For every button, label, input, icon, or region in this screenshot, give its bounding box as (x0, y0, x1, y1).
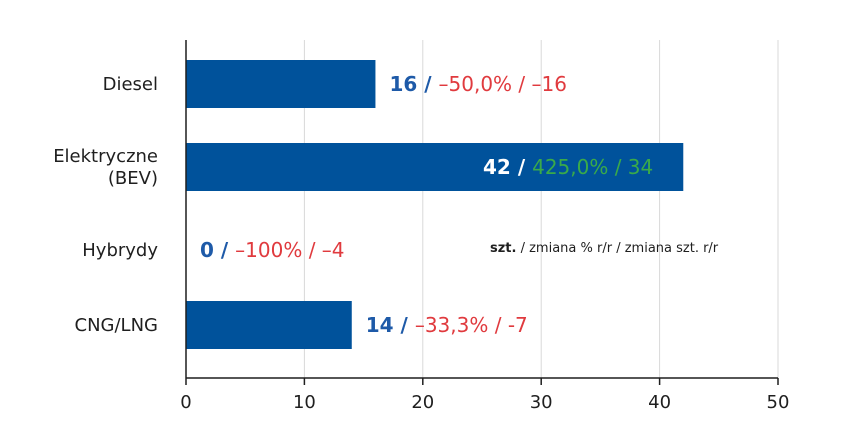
x-tick-labels: 0 10 20 30 40 50 (180, 392, 789, 413)
value-separator: / (417, 72, 438, 96)
category-label-3: CNG/LNG (75, 315, 159, 336)
value-count: 42 (483, 155, 511, 179)
category-label-line: (BEV) (108, 168, 158, 189)
value-label-3: 14 / –33,3% / -7 (366, 313, 528, 337)
value-labels: 16 / –50,0% / –16 42 / 425,0% / 34 0 / –10… (200, 72, 653, 337)
value-label-0: 16 / –50,0% / –16 (389, 72, 567, 96)
category-label-line: Hybrydy (82, 240, 158, 261)
legend-note-unit: szt. (490, 241, 516, 256)
category-label-line: CNG/LNG (75, 315, 159, 336)
x-tick-label-10: 10 (293, 392, 316, 413)
x-tick-label-20: 20 (411, 392, 434, 413)
value-count: 0 (200, 238, 214, 262)
x-tick-label-40: 40 (648, 392, 671, 413)
value-change: 425,0% / 34 (532, 155, 653, 179)
bar-1 (186, 143, 684, 191)
x-tick-label-50: 50 (767, 392, 790, 413)
category-label-0: Diesel (103, 74, 158, 95)
category-label-line: Elektryczne (53, 146, 158, 167)
x-tick-label-0: 0 (180, 392, 191, 413)
value-separator: / (511, 155, 532, 179)
value-change: –100% / –4 (235, 238, 344, 262)
value-separator: / (214, 238, 235, 262)
bars (186, 60, 684, 349)
x-tick-label-30: 30 (530, 392, 553, 413)
value-separator: / (394, 313, 415, 337)
value-label-1: 42 / 425,0% / 34 (483, 155, 653, 179)
value-label-2: 0 / –100% / –4 (200, 238, 345, 262)
bar-0 (186, 60, 376, 108)
category-label-line: Diesel (103, 74, 158, 95)
legend-note: szt. / zmiana % r/r / zmiana szt. r/r (490, 241, 719, 256)
bar-3 (186, 301, 352, 349)
value-count: 14 (366, 313, 394, 337)
category-label-2: Hybrydy (82, 240, 158, 261)
category-label-1: Elektryczne (BEV) (53, 146, 158, 189)
legend-note-rest: / zmiana % r/r / zmiana szt. r/r (516, 241, 718, 256)
value-change: –33,3% / -7 (415, 313, 528, 337)
category-labels: Diesel Elektryczne (BEV) Hybrydy CNG/LNG (53, 74, 158, 336)
value-count: 16 (389, 72, 417, 96)
value-change: –50,0% / –16 (439, 72, 567, 96)
axes (185, 40, 779, 385)
